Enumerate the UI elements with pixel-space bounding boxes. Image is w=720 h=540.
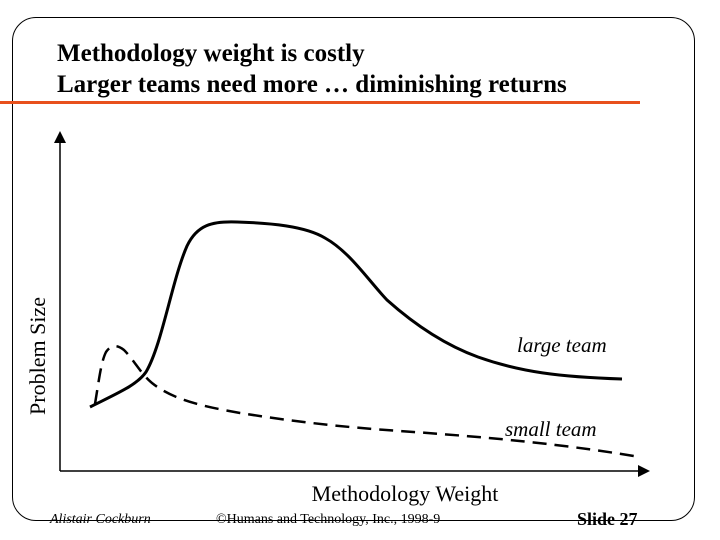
footer-copyright: ©Humans and Technology, Inc., 1998-9 bbox=[216, 512, 441, 527]
footer-slide-number: Slide 27 bbox=[577, 509, 638, 529]
slide-frame bbox=[12, 17, 695, 521]
x-axis-label: Methodology Weight bbox=[311, 481, 499, 506]
title-line-1: Methodology weight is costly bbox=[57, 40, 365, 67]
title-line-2: Larger teams need more … diminishing ret… bbox=[57, 71, 567, 98]
title-accent-line bbox=[0, 101, 640, 104]
slide-title: Methodology weight is costly Larger team… bbox=[57, 38, 567, 100]
small-team-label: small team bbox=[505, 417, 597, 441]
footer-author: Alistair Cockburn bbox=[50, 512, 151, 527]
y-axis-label: Problem Size bbox=[25, 297, 50, 415]
large-team-label: large team bbox=[517, 333, 607, 357]
large-team-curve bbox=[89, 220, 623, 409]
